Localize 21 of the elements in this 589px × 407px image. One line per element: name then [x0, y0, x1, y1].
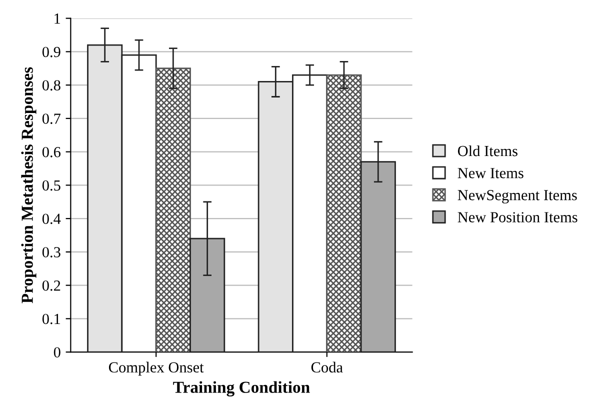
legend-label: New Position Items [458, 212, 578, 222]
x-tick-label: Complex Onset [108, 362, 204, 376]
y-tick-label: 0.2 [42, 280, 60, 291]
y-tick-label: 0 [54, 347, 60, 358]
y-axis-title: Proportion Metathesis Responses [21, 67, 36, 304]
y-tick-label: 0.7 [42, 114, 61, 124]
bar [155, 68, 191, 352]
legend-label: NewSegment Items [458, 190, 577, 204]
y-tick-label: 0.5 [42, 180, 60, 191]
y-tick-label: 0.4 [42, 214, 61, 224]
legend-label: New Items [458, 168, 524, 178]
y-tick-label: 1 [54, 14, 60, 24]
bar [326, 74, 362, 352]
x-axis-title: Training Condition [173, 381, 310, 396]
y-tick-label: 0.1 [42, 314, 60, 324]
y-tick-label: 0.6 [42, 146, 60, 158]
x-tick-label: Coda [311, 362, 343, 373]
y-tick-label: 0.3 [42, 247, 60, 258]
y-tick-label: 0.8 [42, 80, 60, 91]
legend-label: Old Items [458, 145, 518, 156]
y-tick-label: 0.9 [42, 46, 60, 58]
